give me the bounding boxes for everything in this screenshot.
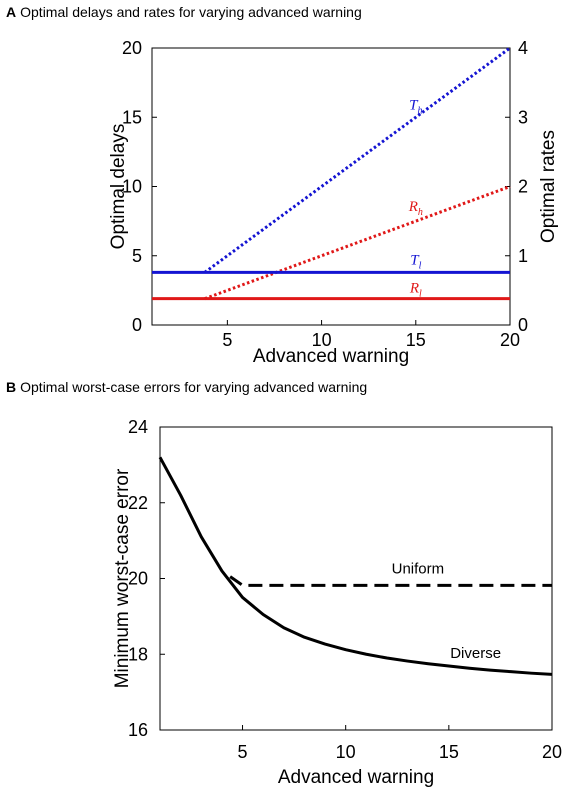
chart-a-x-tick-label: 15	[406, 330, 426, 350]
chart-a-x-tick-label: 10	[312, 330, 332, 350]
chart-a-y-left-tick-label: 10	[122, 177, 142, 197]
chart-b-x-tick-label: 15	[439, 742, 459, 762]
chart-a-y-right-tick-label: 3	[518, 107, 528, 127]
chart-a-x-tick-label: 5	[222, 330, 232, 350]
chart-b-x-axis-label: Advanced warning	[278, 767, 434, 788]
chart-b-x-tick-label: 10	[336, 742, 356, 762]
chart-a-y-left-tick-label: 20	[122, 38, 142, 58]
chart-b-y-tick-label: 16	[128, 720, 148, 740]
panel-a-letter: A	[6, 4, 17, 20]
chart-b-y-tick-label: 22	[128, 493, 148, 513]
chart-a-y-right-tick-label: 1	[518, 246, 528, 266]
chart-a-y-right-tick-label: 0	[518, 315, 528, 335]
chart-a-y-left-tick-label: 15	[122, 107, 142, 127]
chart-a-y-left-axis-label: Optimal delays	[108, 124, 129, 250]
chart-b-axes-box	[159, 426, 553, 731]
chart-b-annotation-uniform: Uniform	[392, 560, 445, 577]
chart-a-series-label-Tl: Tl	[410, 252, 421, 271]
chart-a-series-label-Rh: Rh	[408, 199, 423, 218]
panel-a-title-text: Optimal delays and rates for varying adv…	[20, 4, 362, 20]
chart-a-x-axis-label: Advanced warning	[253, 346, 409, 367]
chart-a-series-label-Rl: Rl	[409, 281, 422, 300]
chart-a-y-right-tick-label: 4	[518, 38, 528, 58]
chart-b-annotation-diverse: Diverse	[450, 645, 501, 662]
chart-b-y-tick-label: 18	[128, 644, 148, 664]
chart-a-y-right-tick-label: 2	[518, 177, 528, 197]
chart-a-y-left-tick-label: 5	[132, 246, 142, 266]
chart-b-x-tick-label: 5	[238, 742, 248, 762]
chart-a-series-line-Th	[203, 46, 511, 274]
chart-b-y-axis-label: Minimum worst-case error	[112, 468, 133, 688]
chart-b-x-tick-label: 20	[542, 742, 562, 762]
panel-a-title: A Optimal delays and rates for varying ad…	[6, 4, 362, 20]
chart-b-series-line-diverse	[158, 456, 553, 676]
panel-b-letter: B	[6, 379, 17, 395]
chart-b-series-line-uniform	[229, 575, 552, 587]
chart-a-series-label-Th: Th	[409, 97, 422, 116]
chart-a-x-tick-label: 20	[500, 330, 520, 350]
chart-a-y-left-tick-label: 0	[132, 315, 142, 335]
chart-b-y-tick-label: 24	[128, 417, 148, 437]
chart-b-y-tick-label: 20	[128, 569, 148, 589]
chart-a-y-right-axis-label: Optimal rates	[538, 130, 559, 243]
panel-b-title-text: Optimal worst-case errors for varying ad…	[20, 379, 368, 395]
chart-a-series-line-Rh	[204, 185, 511, 301]
panel-b-title: B Optimal worst-case errors for varying a…	[6, 379, 367, 395]
